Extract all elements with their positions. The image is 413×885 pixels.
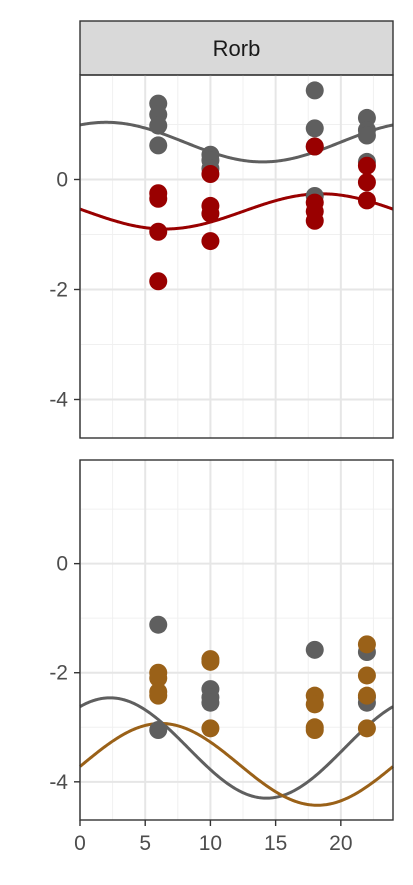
series-2-point bbox=[357, 173, 376, 192]
panel-bottom-frame bbox=[79, 459, 394, 821]
series-1-point bbox=[305, 640, 324, 659]
x-axis: 0 5 10 15 20 bbox=[74, 820, 353, 855]
series-2-point bbox=[201, 719, 220, 738]
x-tick-label: 15 bbox=[264, 832, 287, 855]
series-1-point bbox=[149, 116, 168, 135]
series-2-point bbox=[201, 232, 220, 251]
series-2-point bbox=[305, 211, 324, 230]
panel-top-points bbox=[149, 81, 376, 291]
panel-bottom-y-axis: 0 -2 -4 bbox=[49, 553, 80, 794]
x-tick-label: 10 bbox=[199, 832, 222, 855]
series-2-point bbox=[201, 204, 220, 223]
series-2-curve bbox=[79, 192, 394, 231]
facet-strip: Rorb bbox=[79, 20, 394, 76]
x-tick-label: 5 bbox=[139, 832, 151, 855]
panel-top-frame bbox=[79, 74, 394, 439]
series-2-point bbox=[149, 222, 168, 241]
series-2-point bbox=[357, 635, 376, 654]
series-1-point bbox=[201, 693, 220, 712]
panel-top-y-axis: 0 -2 -4 bbox=[49, 169, 80, 412]
series-1-point bbox=[305, 81, 324, 100]
y-tick-label: -4 bbox=[49, 389, 68, 412]
series-2-point bbox=[201, 165, 220, 183]
y-tick-label: 0 bbox=[56, 553, 68, 576]
series-2-point bbox=[201, 652, 220, 671]
panel-top-curves bbox=[79, 120, 394, 231]
facet-strip-label: Rorb bbox=[213, 36, 261, 61]
series-2-point bbox=[357, 686, 376, 705]
series-1-point bbox=[305, 119, 324, 138]
series-1-point bbox=[149, 615, 168, 634]
series-2-point bbox=[149, 189, 168, 208]
y-tick-label: -2 bbox=[49, 279, 68, 302]
x-tick-label: 20 bbox=[329, 832, 352, 855]
panel-bottom-points bbox=[149, 615, 376, 739]
series-1-curve bbox=[79, 120, 394, 164]
panel-top: 0 -2 -4 bbox=[49, 74, 394, 439]
facet-strip-box bbox=[79, 20, 394, 76]
series-2-point bbox=[149, 686, 168, 705]
series-2-point bbox=[305, 137, 324, 156]
series-2-curve bbox=[79, 721, 394, 807]
x-tick-label: 0 bbox=[74, 832, 86, 855]
series-1-point bbox=[149, 136, 168, 155]
y-tick-label: -2 bbox=[49, 662, 68, 685]
series-1-point bbox=[357, 126, 376, 145]
series-2-point bbox=[357, 191, 376, 210]
series-2-point bbox=[149, 272, 168, 291]
series-1-point bbox=[149, 721, 168, 739]
series-2-point bbox=[305, 695, 324, 714]
y-tick-label: -4 bbox=[49, 771, 68, 794]
y-tick-label: 0 bbox=[56, 169, 68, 192]
series-2-point bbox=[357, 156, 376, 175]
series-1-curve bbox=[79, 696, 394, 800]
panel-bottom-curves bbox=[79, 696, 394, 807]
series-2-point bbox=[357, 666, 376, 685]
series-2-point bbox=[305, 721, 324, 739]
series-2-point bbox=[357, 719, 376, 738]
series-2-point bbox=[149, 669, 168, 688]
panel-bottom: 0 -2 -4 0 5 10 15 20 bbox=[49, 459, 394, 855]
